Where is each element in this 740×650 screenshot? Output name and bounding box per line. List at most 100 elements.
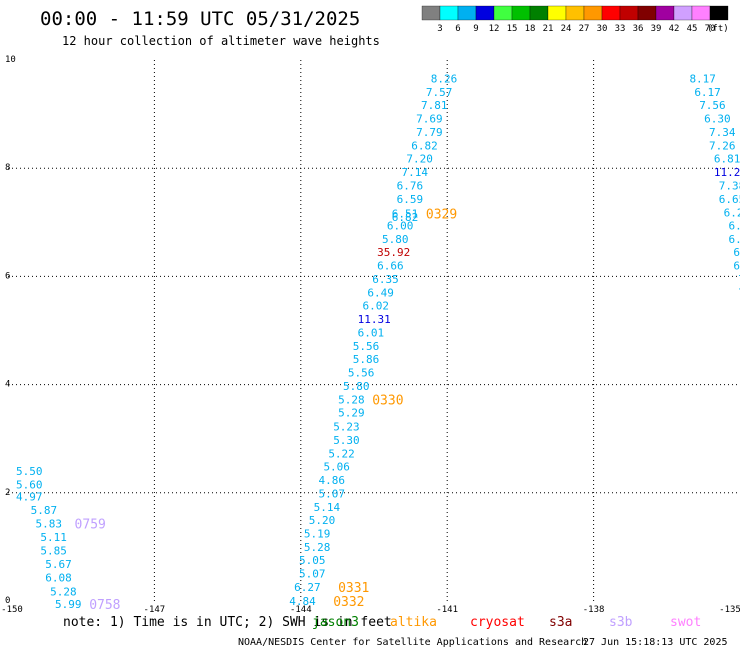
colorbar-tick-label: 45 [687,24,698,34]
swh-value-label: 7.70 [738,273,740,286]
swh-value-label: 5.07 [319,487,346,500]
swh-value-label: 6.66 [377,260,404,273]
swh-value-label: 6.81 [714,152,740,165]
swh-value-label: 5.86 [353,353,380,366]
swh-value-label: 6.82 [392,211,419,224]
x-tick-label: -150 [1,605,23,615]
colorbar-tick-label: 6 [455,24,460,34]
swh-value-label: 5.05 [299,554,326,567]
pass-time-label: 0758 [89,598,120,613]
swh-value-label: 6.18 [728,220,740,233]
footer-credit: NOAA/NESDIS Center for Satellite Applica… [238,637,587,648]
swh-value-label: 6.30 [704,112,731,125]
colorbar-tick-label: 36 [633,24,644,34]
y-tick-labels: 0 2 4 6 8 10 [5,55,16,606]
swh-value-label: 11.22 [714,166,740,179]
swh-value-label: 5.67 [45,558,72,571]
swh-value-label: 6.76 [397,180,424,193]
swh-value-label: 6.01 [358,327,385,340]
time-labels: 07590758032903300331033206 [75,208,458,614]
swh-value-label: 5.85 [40,545,67,558]
x-tick-label: -135 [719,605,740,615]
swh-value-label: 5.14 [314,501,341,514]
colorbar-tick-label: 12 [489,24,500,34]
swh-point-labels: 5.505.604.975.875.835.115.855.676.085.28… [16,72,740,611]
swh-value-label: 7.14 [402,166,429,179]
colorbar-swatch [709,5,729,21]
swh-value-label: 5.56 [353,340,380,353]
colorbar-swatch [691,5,711,21]
swh-value-label: 5.28 [338,394,365,407]
swh-value-label: 7.34 [709,126,736,139]
swh-value-label: 5.07 [299,567,326,580]
colorbar-tick-label: 15 [507,24,518,34]
swh-value-label: 6.59 [397,193,424,206]
swh-value-label: 5.56 [348,367,375,380]
unit-label: (ft) [707,24,729,34]
y-tick-label: 10 [5,55,16,65]
y-tick-label: 6 [5,271,10,281]
x-tick-label: -138 [583,605,605,615]
colorbar-swatch [547,5,567,21]
swh-value-label: 5.87 [31,504,58,517]
colorbar-tick-label: 18 [525,24,536,34]
swh-value-label: 6.02 [362,300,389,313]
chart-subtitle: 12 hour collection of altimeter wave hei… [62,34,380,48]
y-tick-label: 2 [5,488,10,498]
swh-value-label: 5.29 [338,407,365,420]
colorbar-swatch [475,5,495,21]
swh-value-label: 6.00 [387,220,414,233]
pass-time-label: 0332 [333,595,364,610]
swh-value-label: 7.26 [709,139,736,152]
swh-value-label: 6.53 [733,246,740,259]
swh-value-label: 5.50 [16,465,43,478]
swh-value-label: 5.99 [55,598,82,611]
swh-value-label: 8.17 [689,72,716,85]
swh-value-label: 5.83 [36,518,63,531]
pass-time-label: 0329 [426,208,457,223]
swh-value-label: 6.21 [733,260,740,273]
colorbar-swatch [511,5,531,21]
x-tick-label: -147 [144,605,166,615]
colorbar-tick-label: 27 [579,24,590,34]
colorbar-tick-label: 42 [669,24,680,34]
y-tick-label: 4 [5,380,10,390]
x-tick-label: -141 [436,605,458,615]
swh-value-label: 7.57 [426,86,453,99]
footer-background [0,612,740,650]
pass-time-label: 0331 [338,581,369,596]
colorbar-tick-label: 24 [561,24,572,34]
swh-value-label: 4.84 [289,595,316,608]
swh-value-label: 7.79 [416,126,443,139]
swh-value-label: 7.81 [421,99,448,112]
swh-value-label: 6.82 [411,139,438,152]
swh-value-label: 6.49 [367,287,394,300]
colorbar-swatch [457,5,477,21]
swh-value-label: 6.08 [45,572,72,585]
swh-value-label: 5.06 [323,460,350,473]
colorbar-tick-label: 30 [597,24,608,34]
colorbar-swatch [601,5,621,21]
pass-time-label: 0759 [75,518,106,533]
swh-value-label: 4.97 [16,491,43,504]
swh-value-label: 6.90 [728,233,740,246]
swh-value-label: 7.38 [719,180,740,193]
colorbar-tick-label: 3 [437,24,442,34]
colorbar-swatch [619,5,639,21]
satellite-legend: jason3 altika cryosat s3a s3b swot [312,615,701,630]
pass-time-label: 0330 [372,394,403,409]
legend-s3a: s3a [549,615,572,630]
swh-value-label: 5.11 [40,531,67,544]
colorbar-tick-label: 33 [615,24,626,34]
swh-value-label: 5.30 [333,434,360,447]
y-tick-label: 8 [5,163,10,173]
swh-value-label: 11.31 [358,313,391,326]
colorbar-tick-label: 9 [473,24,478,34]
legend-cryosat: cryosat [470,615,525,630]
footer-timestamp: 27 Jun 15:18:13 UTC 2025 [583,637,728,648]
y-tick-label: 0 [5,596,10,606]
swh-value-label: 5.80 [343,380,370,393]
x-tick-labels: -150 -147 -144 -141 -138 -135 [1,605,740,615]
swh-value-label: 5.23 [333,420,360,433]
